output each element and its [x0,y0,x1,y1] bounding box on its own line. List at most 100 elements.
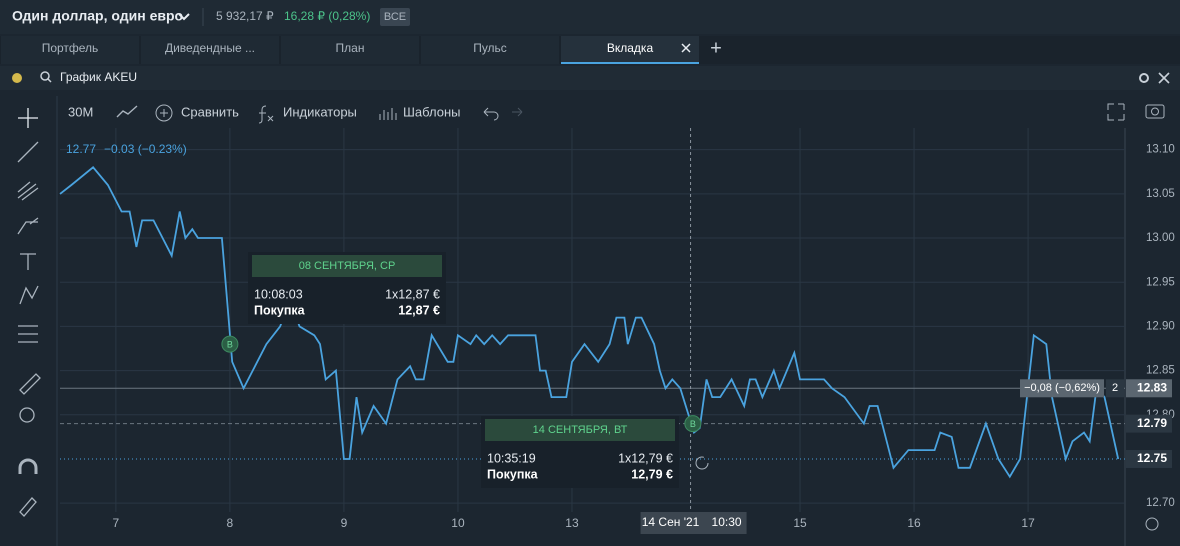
price-label-bg [1126,414,1172,433]
count-label: 2 [1112,382,1118,394]
text-tool[interactable] [20,253,36,270]
x-tick-label: 8 [227,516,234,530]
tab-label[interactable]: Вкладка [607,41,654,55]
tooltip-time: 10:08:03 [254,287,303,301]
tab[interactable] [281,36,419,64]
channel-tool[interactable] [18,325,38,343]
fib-tool[interactable] [17,181,39,201]
tooltip-header [485,419,675,441]
panel-title: График AKEU [60,70,137,84]
y-tick-label: 12.95 [1146,276,1175,288]
x-tick-label: 17 [1021,516,1035,530]
change-label: −0,08 (−0,62%) [1024,382,1100,394]
tab[interactable] [421,36,559,64]
dropdown-icon[interactable] [178,13,190,21]
close-icon[interactable] [1158,72,1170,84]
settings-icon[interactable] [1139,73,1149,83]
y-tick-label: 12.85 [1146,365,1175,377]
price-label-bg [1126,449,1172,468]
magnet-tool[interactable] [18,458,38,474]
brush-tool[interactable] [17,217,39,235]
tab-label[interactable]: Пульс [473,41,507,55]
x-tick-label: 7 [113,516,120,530]
crosshair-tool[interactable] [18,108,38,128]
compare-button[interactable]: Сравнить [181,104,239,119]
tab[interactable] [141,36,279,64]
reset-icon[interactable] [695,456,709,470]
indicators-button[interactable]: Индикаторы [283,104,357,119]
y-tick-label: 13.10 [1146,144,1175,156]
indicators-icon[interactable] [258,105,274,124]
status-dot [12,73,22,83]
tooltip-date: 14 СЕНТЯБРЯ, ВТ [533,424,628,436]
tooltip-time: 10:35:19 [487,451,536,465]
badge[interactable]: ВСЕ [384,11,406,23]
legend-last: 12.77 [66,142,96,156]
tooltip-total: 12,79 € [631,467,673,481]
drawing-tools [17,108,41,517]
search-icon[interactable] [47,78,52,83]
trade-marker-label: B [227,339,233,349]
x-tick-label: 13 [565,516,579,530]
trade-marker[interactable] [684,415,702,433]
count-label-bg [1106,379,1124,398]
y-tick-label: 13.00 [1146,232,1175,244]
tab-label[interactable]: План [336,41,365,55]
fullscreen-icon[interactable] [1107,103,1125,121]
price-label-bg [1126,379,1172,398]
y-tick-label: 12.70 [1146,497,1175,509]
top-bar [0,0,1180,34]
screenshot-icon[interactable] [1145,104,1165,119]
tab-label[interactable]: Портфель [42,41,99,55]
tooltip-qty: 1x12,79 € [618,451,673,465]
trade-marker[interactable] [221,335,239,353]
tab[interactable] [1,36,139,64]
trade-marker-label: B [690,419,696,429]
tooltip-qty: 1x12,87 € [385,287,440,301]
undo-icon[interactable] [483,107,499,121]
change-label-bg [1020,379,1104,398]
x-tick-label: 15 [793,516,807,530]
screenshot-icon[interactable] [1151,107,1159,116]
redo-icon[interactable] [512,107,523,117]
x-tick-label: 16 [907,516,921,530]
tabs: Портфель Диведендные ... План Пульс Вкладка + [0,36,1180,64]
tab[interactable] [561,36,699,64]
price-line-series [59,166,1120,479]
tooltip-total: 12,87 € [398,303,440,317]
lock-tool[interactable] [19,497,37,517]
y-tick-label: 12.90 [1146,320,1175,332]
tab-label[interactable]: Диведендные ... [165,41,255,55]
amount: 5 932,17 ₽ [216,9,274,23]
line-tool[interactable] [17,141,39,163]
ruler-tool[interactable] [19,373,41,395]
zoom-tool[interactable] [19,407,35,423]
tooltip-side: Покупка [487,467,539,481]
crosshair-date: 14 Сен '21 [642,515,700,529]
templates-button[interactable]: Шаблоны [403,104,461,119]
portfolio-title[interactable]: Один доллар, один евро [12,8,183,24]
tooltip-side: Покупка [254,303,306,317]
badge-bg[interactable] [380,8,410,26]
x-tick-label: 9 [341,516,348,530]
tooltip-header [252,255,442,277]
crosshair-label-bg [640,512,747,534]
search-icon[interactable] [40,71,50,81]
price-label: 12.83 [1137,380,1167,394]
price-label: 12.79 [1137,416,1167,430]
panel-header [0,66,1180,90]
add-tab[interactable]: + [710,37,722,59]
crosshair-time: 10:30 [712,515,742,529]
pattern-tool[interactable] [19,285,39,305]
templates-icon[interactable] [379,108,397,120]
x-tick-label: 10 [451,516,465,530]
chart-type-icon[interactable] [116,105,138,118]
interval[interactable]: 30M [68,104,93,119]
axis-settings-icon[interactable] [1145,517,1159,531]
compare-icon[interactable] [155,104,173,122]
compare-icon[interactable] [160,109,168,117]
tooltip-date: 08 СЕНТЯБРЯ, СР [299,260,396,272]
tab-close[interactable] [681,43,691,53]
legend-change: −0.03 (−0.23%) [104,142,187,156]
